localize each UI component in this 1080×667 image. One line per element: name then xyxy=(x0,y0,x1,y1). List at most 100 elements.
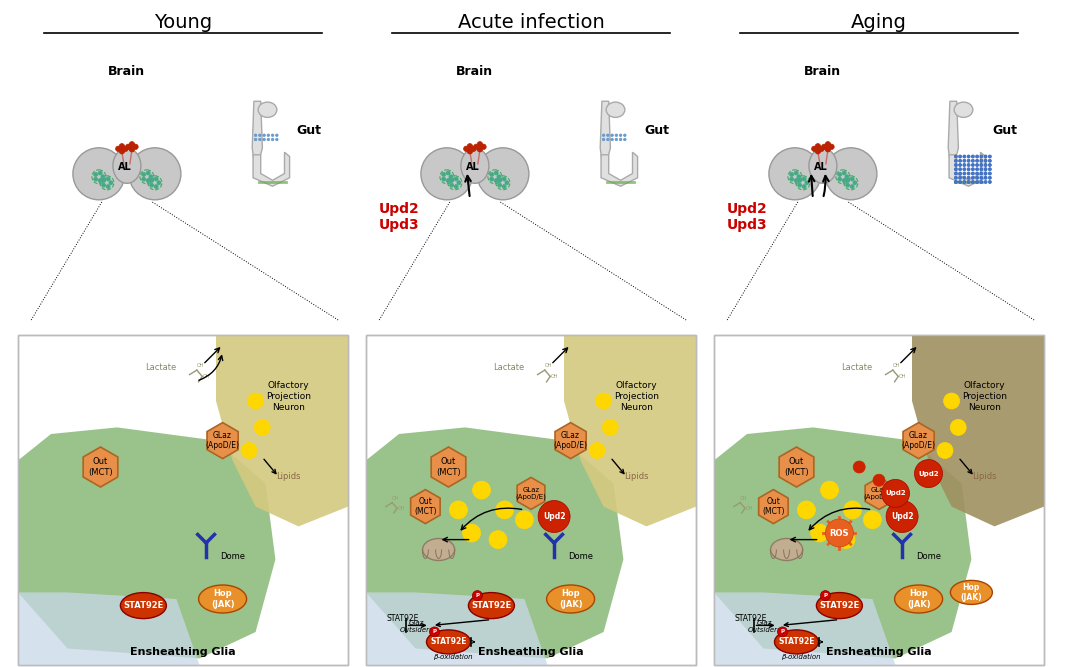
Text: Lipids: Lipids xyxy=(972,472,997,482)
Ellipse shape xyxy=(606,102,625,117)
Polygon shape xyxy=(366,592,548,665)
Text: Brain: Brain xyxy=(805,65,841,78)
Text: ROS: ROS xyxy=(829,528,849,538)
Circle shape xyxy=(481,144,486,149)
Circle shape xyxy=(495,179,498,183)
Circle shape xyxy=(937,442,953,458)
Circle shape xyxy=(154,185,158,189)
Text: Acute infection: Acute infection xyxy=(458,13,605,31)
Circle shape xyxy=(94,173,97,177)
Circle shape xyxy=(794,179,798,183)
Circle shape xyxy=(802,185,806,189)
Circle shape xyxy=(967,181,970,183)
Polygon shape xyxy=(758,490,788,524)
Circle shape xyxy=(497,175,501,179)
Text: Hop
(JAK): Hop (JAK) xyxy=(558,590,582,609)
Circle shape xyxy=(819,146,824,151)
Circle shape xyxy=(971,172,974,175)
Circle shape xyxy=(915,460,943,488)
Circle shape xyxy=(988,172,991,175)
Circle shape xyxy=(489,531,507,548)
Circle shape xyxy=(984,159,987,162)
Circle shape xyxy=(843,501,862,519)
Circle shape xyxy=(980,163,983,167)
Circle shape xyxy=(442,173,446,177)
Circle shape xyxy=(988,155,991,158)
Circle shape xyxy=(975,155,978,158)
Text: GLaz
(ApoD/E): GLaz (ApoD/E) xyxy=(554,431,588,450)
Circle shape xyxy=(975,163,978,167)
Circle shape xyxy=(988,181,991,183)
Polygon shape xyxy=(779,447,814,487)
Circle shape xyxy=(150,179,153,183)
Ellipse shape xyxy=(427,630,471,654)
Polygon shape xyxy=(714,592,895,665)
Circle shape xyxy=(130,147,135,152)
Circle shape xyxy=(254,420,270,436)
Text: Ensheathing Glia: Ensheathing Glia xyxy=(478,647,584,657)
Ellipse shape xyxy=(469,592,514,618)
FancyBboxPatch shape xyxy=(18,335,348,665)
Circle shape xyxy=(498,179,502,183)
Circle shape xyxy=(980,176,983,179)
Text: AL: AL xyxy=(814,162,827,172)
Circle shape xyxy=(589,442,605,458)
Ellipse shape xyxy=(113,148,140,183)
Circle shape xyxy=(955,155,957,158)
Circle shape xyxy=(967,176,970,179)
Circle shape xyxy=(811,524,828,542)
Text: STAT92E: STAT92E xyxy=(430,638,467,646)
Circle shape xyxy=(504,181,509,185)
Circle shape xyxy=(106,185,110,189)
Text: STAT92E: STAT92E xyxy=(387,614,419,623)
Circle shape xyxy=(988,176,991,179)
Circle shape xyxy=(146,171,150,175)
Circle shape xyxy=(980,167,983,171)
Text: OH: OH xyxy=(197,363,204,368)
Text: OH: OH xyxy=(746,506,754,511)
Text: Upd2: Upd2 xyxy=(543,512,565,521)
FancyBboxPatch shape xyxy=(714,335,1044,665)
Ellipse shape xyxy=(199,585,246,613)
Text: Lactate: Lactate xyxy=(145,364,176,372)
Ellipse shape xyxy=(120,592,166,618)
Text: GLaz
(ApoD/E): GLaz (ApoD/E) xyxy=(205,431,240,450)
Circle shape xyxy=(262,138,266,141)
Circle shape xyxy=(778,627,787,637)
Circle shape xyxy=(950,420,967,436)
Circle shape xyxy=(515,511,534,529)
Text: OH: OH xyxy=(740,496,747,501)
Circle shape xyxy=(863,511,881,529)
Polygon shape xyxy=(564,335,696,526)
Text: P: P xyxy=(781,630,784,634)
Circle shape xyxy=(980,181,983,183)
Circle shape xyxy=(821,481,838,499)
Circle shape xyxy=(881,480,909,508)
Circle shape xyxy=(106,177,110,181)
Circle shape xyxy=(502,177,507,181)
Ellipse shape xyxy=(422,538,455,560)
Circle shape xyxy=(275,134,279,137)
Text: STAT92E: STAT92E xyxy=(471,601,512,610)
Polygon shape xyxy=(912,335,1044,526)
Text: OH: OH xyxy=(544,363,552,368)
Circle shape xyxy=(141,173,146,177)
Text: Hop
(JAK): Hop (JAK) xyxy=(907,590,930,609)
Circle shape xyxy=(984,181,987,183)
Circle shape xyxy=(984,163,987,167)
Circle shape xyxy=(498,183,502,187)
Circle shape xyxy=(442,177,446,181)
Circle shape xyxy=(984,172,987,175)
Text: Dome: Dome xyxy=(568,552,593,562)
Text: Gut: Gut xyxy=(296,125,321,137)
Circle shape xyxy=(254,138,257,141)
Polygon shape xyxy=(865,478,893,510)
Bar xyxy=(18,335,348,665)
Circle shape xyxy=(980,155,983,158)
Text: Aging: Aging xyxy=(851,13,907,31)
Circle shape xyxy=(959,155,961,158)
Text: OH: OH xyxy=(899,374,906,379)
Text: Olfactory
Projection
Neuron: Olfactory Projection Neuron xyxy=(962,382,1007,412)
Polygon shape xyxy=(18,428,275,658)
Circle shape xyxy=(963,167,966,171)
